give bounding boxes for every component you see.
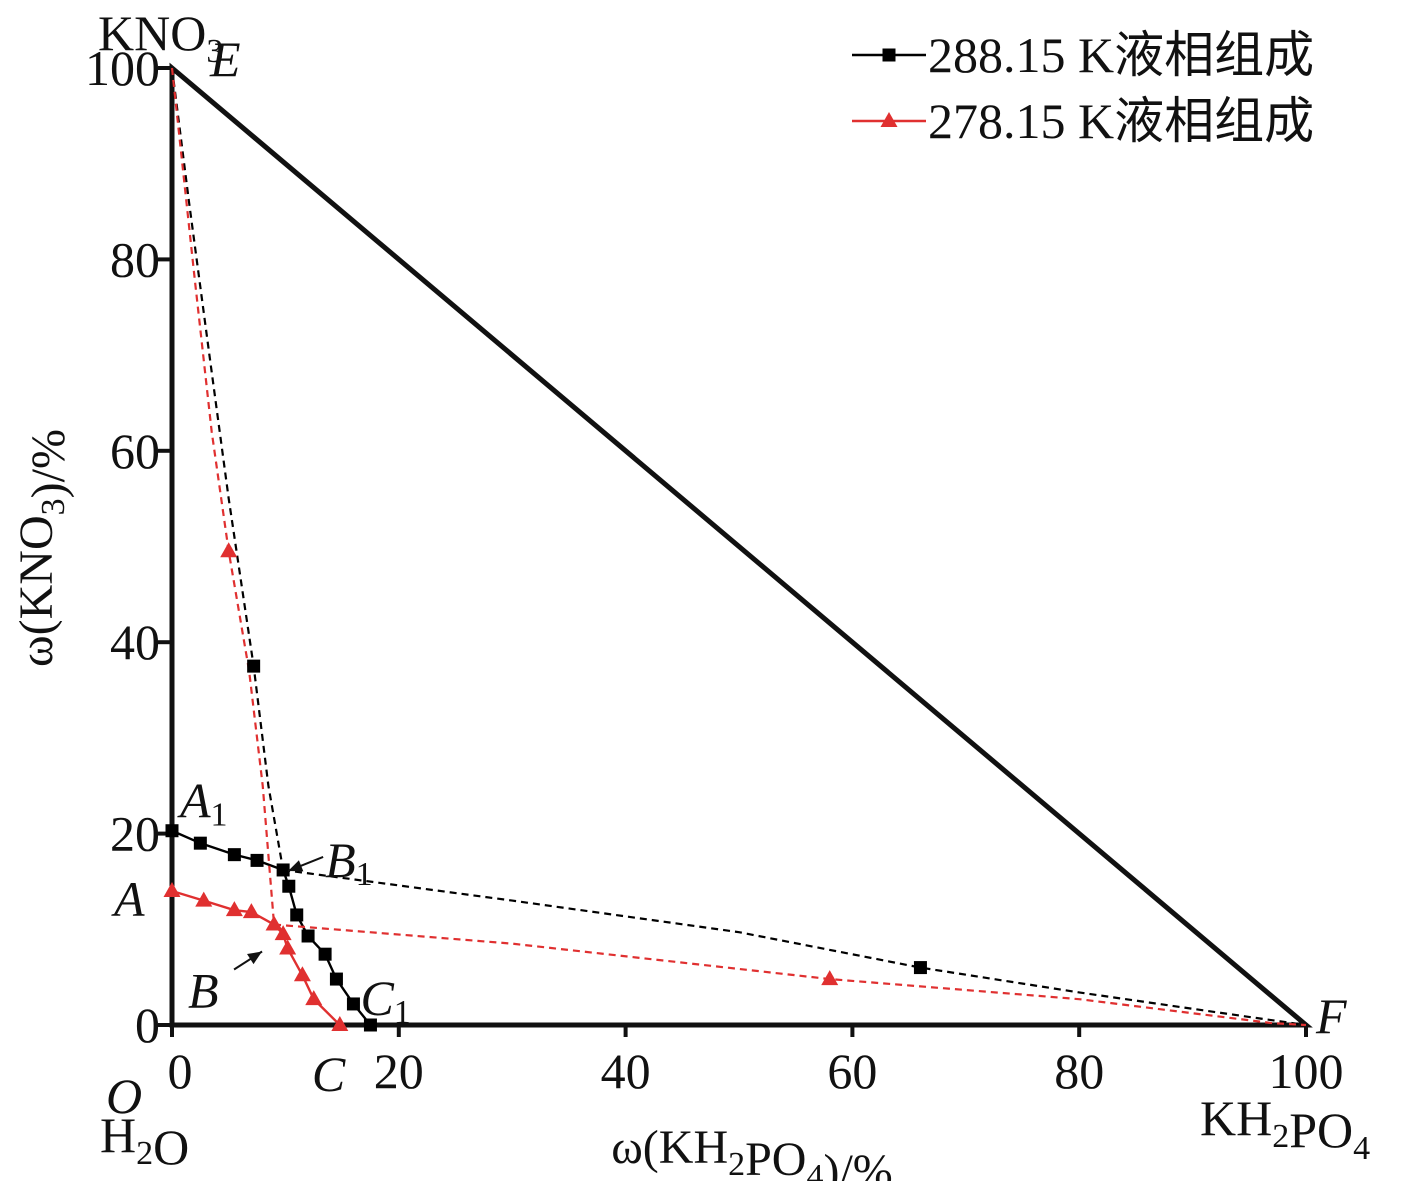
legend-marker-0: [882, 48, 896, 62]
series-0-point: [247, 659, 261, 673]
series-0-point: [165, 824, 179, 838]
series-0-point: [318, 947, 332, 961]
triangle-frame: [169, 62, 1313, 1028]
series-1-solid-line: [171, 889, 275, 926]
series-1-point: [274, 925, 292, 941]
arrow-B-head: [247, 951, 263, 965]
series-1-point: [305, 990, 323, 1006]
series-1-point: [242, 903, 260, 919]
series-1-point: [225, 901, 243, 917]
series-1-point: [293, 966, 311, 982]
point-label-A: A: [111, 871, 145, 927]
series-0-point: [913, 961, 927, 975]
x-tick-label: 40: [601, 1043, 651, 1099]
series-0-dashed-line: [282, 868, 1307, 1027]
x-tick-label: 80: [1054, 1043, 1104, 1099]
corner-label-top: KNO3: [98, 5, 223, 70]
y-tick-label: 20: [110, 806, 160, 862]
y-axis-title: ω(KNO3)/%: [10, 429, 75, 667]
x-axis-title: ω(KH2PO4)/%: [611, 1121, 893, 1181]
series-0-point: [301, 929, 315, 943]
series-0-point: [363, 1018, 377, 1032]
point-label-C: C: [312, 1046, 346, 1102]
point-label-C1: C1: [360, 970, 410, 1031]
y-tick-label: 80: [110, 231, 160, 287]
x-tick-label: 100: [1269, 1043, 1344, 1099]
series-1-point: [331, 1016, 349, 1031]
series-0-point: [250, 853, 264, 867]
series-1-dashed-line: [273, 923, 1307, 1027]
arrow-B1-head: [288, 860, 304, 872]
point-label-B: B: [188, 963, 219, 1019]
series-1-point: [265, 915, 283, 931]
x-tick-label: 60: [827, 1043, 877, 1099]
series-0-point: [193, 836, 207, 850]
series-1-point: [821, 970, 839, 986]
series-0-point: [276, 863, 290, 877]
point-label-O: O: [106, 1068, 142, 1124]
series-0-point: [290, 908, 304, 922]
point-label-A1: A1: [177, 773, 228, 834]
y-tick-label: 40: [110, 614, 160, 670]
legend-marker-1: [880, 112, 898, 127]
point-label-B1: B1: [325, 832, 373, 893]
series-1-point: [220, 542, 238, 558]
legend-label-0: 288.15 K液相组成: [928, 27, 1314, 83]
series-1-point: [163, 882, 181, 898]
legend-label-1: 278.15 K液相组成: [928, 93, 1314, 149]
point-label-F: F: [1315, 988, 1347, 1044]
series-0-point: [346, 997, 360, 1011]
point-label-E: E: [209, 31, 241, 87]
y-tick-label: 0: [135, 997, 160, 1053]
series-0-point: [329, 972, 343, 986]
legend: 288.15 K液相组成 278.15 K液相组成: [852, 27, 1314, 149]
series-0-point: [282, 879, 296, 893]
series-1-point: [279, 939, 297, 955]
x-tick-label: 0: [168, 1043, 193, 1099]
x-tick-label: 20: [374, 1043, 424, 1099]
marker-layer: [163, 542, 927, 1032]
y-tick-label: 60: [110, 423, 160, 479]
series-0-dashed-line: [170, 67, 285, 871]
corner-label-bottom-left: H2O: [100, 1107, 189, 1175]
series-0-point: [227, 848, 241, 862]
label-layer: KNO3 H2O KH2PO4 E F O A A1 B B1 CC1: [98, 5, 1370, 1175]
axes-layer: 0 20 40 60 80 100 0 20 40 60 80 100 ω(KH2PO4)/% ω(KNO…: [10, 40, 1344, 1181]
y-tick-label: 100: [85, 40, 160, 96]
corner-label-bottom-right: KH2PO4: [1200, 1090, 1370, 1167]
series-1-point: [195, 891, 213, 907]
